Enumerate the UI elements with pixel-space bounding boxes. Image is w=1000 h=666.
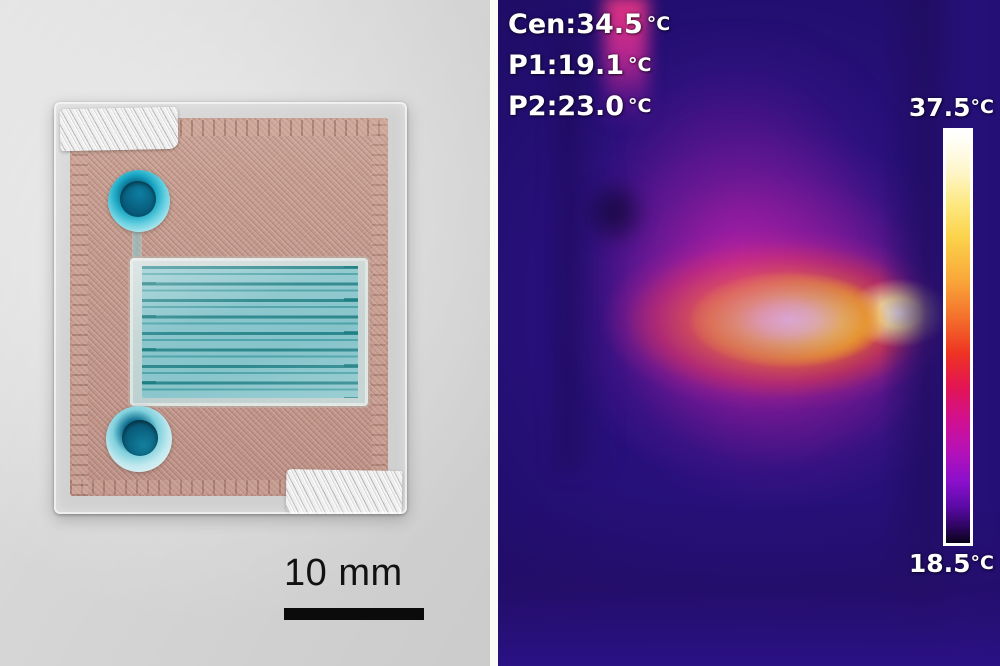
colorbar-min-value: 18.5 <box>908 549 971 578</box>
chip-clear-resin-rim <box>54 102 407 514</box>
thermal-inlet-tube-strip <box>604 0 648 126</box>
infrared-thermogram-panel: Cen:34.5°C P1:19.1°C P2:23.0°C P1 P2 37.… <box>496 0 1000 666</box>
readout-p1-value: 19.1 <box>557 50 624 81</box>
chip-right-wall-texture <box>372 118 386 496</box>
scale-bar: 10 mm <box>284 552 434 620</box>
readout-p2-unit: °C <box>628 95 652 117</box>
channel-window-gloss <box>130 258 368 406</box>
inlet-port <box>108 170 170 232</box>
scale-bar-line <box>284 608 424 620</box>
colorbar-max-unit: °C <box>970 96 994 118</box>
panel-divider <box>490 0 498 666</box>
chip-left-wall-texture <box>72 118 88 496</box>
serpentine-channel-window <box>130 258 368 406</box>
outlet-port <box>106 406 172 472</box>
outlet-port-bore <box>122 420 158 456</box>
readout-row-p2: P2:23.0 °C <box>508 86 670 127</box>
colorbar-max-value: 37.5 <box>908 93 971 122</box>
inlet-port-bore <box>120 181 156 217</box>
temperature-colorbar <box>943 128 973 546</box>
serpentine-channel-lines <box>142 266 358 398</box>
thermal-bottom-cold-band <box>496 496 1000 666</box>
colorbar-min-label: 18.5°C <box>909 549 994 578</box>
readout-p1-key: P1: <box>508 50 558 81</box>
microfluidic-chip <box>54 102 407 514</box>
serpentine-turns-right <box>344 266 358 398</box>
readout-row-center: Cen:34.5 °C <box>508 4 670 45</box>
thermal-cold-pocket <box>582 176 648 248</box>
temperature-readout-block: Cen:34.5 °C P1:19.1 °C P2:23.0 °C <box>508 4 670 127</box>
serpentine-turns-left <box>142 266 156 398</box>
colorbar-max-label: 37.5°C <box>909 93 994 122</box>
readout-p1-unit: °C <box>628 54 652 76</box>
scale-bar-label: 10 mm <box>284 552 403 594</box>
readout-center-value: 34.5 <box>576 9 643 40</box>
readout-p2-value: 23.0 <box>557 91 624 122</box>
thermal-cool-strip <box>556 30 612 470</box>
readout-row-p1: P1:19.1 °C <box>508 45 670 86</box>
readout-p2-key: P2: <box>508 91 558 122</box>
optical-photograph-panel: 10 mm <box>0 0 496 666</box>
colorbar-gradient <box>943 128 973 546</box>
channel-fluid <box>142 266 358 398</box>
colorbar-min-unit: °C <box>970 552 994 574</box>
readout-center-unit: °C <box>646 13 671 35</box>
readout-center-key: Cen: <box>508 9 577 40</box>
